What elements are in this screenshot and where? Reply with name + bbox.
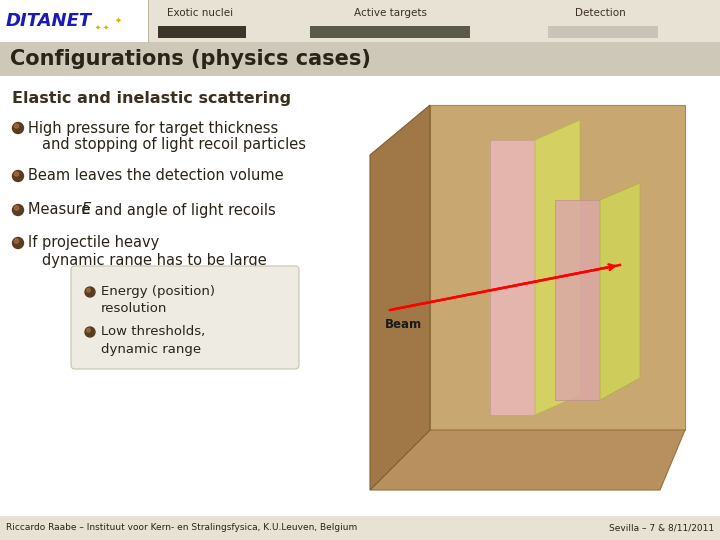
Text: Sevilla – 7 & 8/11/2011: Sevilla – 7 & 8/11/2011 (609, 523, 714, 532)
Circle shape (85, 327, 95, 337)
Text: Active targets: Active targets (354, 8, 426, 18)
Text: dynamic range: dynamic range (101, 342, 201, 355)
Circle shape (86, 328, 90, 332)
Text: and angle of light recoils: and angle of light recoils (90, 202, 276, 218)
FancyBboxPatch shape (71, 266, 299, 369)
Polygon shape (535, 120, 580, 415)
Text: If projectile heavy: If projectile heavy (28, 235, 159, 251)
Text: Beam: Beam (385, 318, 422, 331)
Circle shape (86, 288, 90, 292)
Text: ✦: ✦ (115, 16, 122, 24)
Polygon shape (555, 200, 600, 400)
Circle shape (14, 124, 19, 128)
Circle shape (14, 172, 19, 176)
Circle shape (85, 287, 95, 297)
Circle shape (14, 206, 19, 210)
Text: Detection: Detection (575, 8, 626, 18)
Polygon shape (430, 105, 685, 430)
FancyBboxPatch shape (0, 0, 148, 42)
Text: and stopping of light recoil particles: and stopping of light recoil particles (42, 138, 306, 152)
Text: dynamic range has to be large: dynamic range has to be large (42, 253, 266, 267)
Text: Elastic and inelastic scattering: Elastic and inelastic scattering (12, 91, 291, 105)
Text: Low thresholds,: Low thresholds, (101, 326, 205, 339)
Text: resolution: resolution (101, 302, 167, 315)
FancyBboxPatch shape (0, 42, 720, 76)
Text: High pressure for target thickness: High pressure for target thickness (28, 120, 278, 136)
Circle shape (12, 205, 24, 215)
FancyBboxPatch shape (310, 26, 470, 38)
Polygon shape (490, 140, 535, 415)
FancyBboxPatch shape (0, 516, 720, 540)
Circle shape (12, 238, 24, 248)
Text: DITANET: DITANET (6, 12, 92, 30)
Polygon shape (370, 430, 685, 490)
Polygon shape (370, 105, 430, 490)
Text: Energy (position): Energy (position) (101, 286, 215, 299)
Text: E: E (82, 202, 91, 218)
Circle shape (14, 239, 19, 243)
FancyBboxPatch shape (158, 26, 246, 38)
Polygon shape (600, 183, 640, 400)
Circle shape (12, 123, 24, 133)
Text: Configurations (physics cases): Configurations (physics cases) (10, 49, 371, 69)
Text: Measure: Measure (28, 202, 95, 218)
Circle shape (12, 171, 24, 181)
Text: Riccardo Raabe – Instituut voor Kern- en Stralingsfysica, K.U.Leuven, Belgium: Riccardo Raabe – Instituut voor Kern- en… (6, 523, 357, 532)
Text: Exotic nuclei: Exotic nuclei (167, 8, 233, 18)
FancyBboxPatch shape (0, 76, 720, 540)
Text: ✦ ✦: ✦ ✦ (95, 25, 109, 31)
FancyBboxPatch shape (0, 0, 720, 42)
FancyBboxPatch shape (548, 26, 658, 38)
Text: Beam leaves the detection volume: Beam leaves the detection volume (28, 168, 284, 184)
